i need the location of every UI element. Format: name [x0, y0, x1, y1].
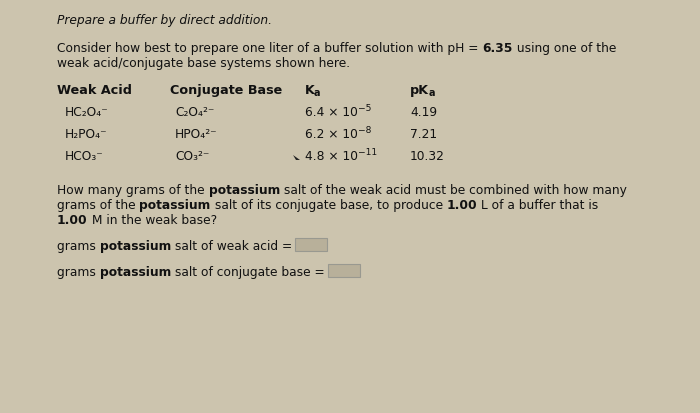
Text: potassium: potassium: [99, 240, 171, 252]
Text: salt of its conjugate base, to produce: salt of its conjugate base, to produce: [211, 199, 447, 211]
Text: Weak Acid: Weak Acid: [57, 84, 132, 97]
Text: a: a: [429, 88, 435, 98]
Text: 6.2 × 10: 6.2 × 10: [305, 128, 358, 141]
Text: HC₂O₄⁻: HC₂O₄⁻: [65, 106, 108, 119]
Text: 6.4 × 10: 6.4 × 10: [305, 106, 358, 119]
Text: weak acid/conjugate base systems shown here.: weak acid/conjugate base systems shown h…: [57, 57, 350, 70]
Text: K: K: [305, 84, 315, 97]
Text: −8: −8: [358, 126, 371, 135]
FancyBboxPatch shape: [295, 238, 327, 252]
Text: 1.00: 1.00: [57, 214, 88, 226]
Text: CO₃²⁻: CO₃²⁻: [175, 150, 209, 163]
Text: −11: −11: [358, 147, 377, 157]
Text: M in the weak base?: M in the weak base?: [88, 214, 217, 226]
Text: −5: −5: [358, 104, 371, 113]
Text: a: a: [314, 88, 321, 98]
FancyBboxPatch shape: [328, 264, 360, 277]
Text: L of a buffer that is: L of a buffer that is: [477, 199, 598, 211]
Text: Conjugate Base: Conjugate Base: [170, 84, 282, 97]
Text: potassium: potassium: [139, 199, 211, 211]
Text: grams: grams: [57, 266, 99, 278]
Text: potassium: potassium: [209, 183, 280, 197]
Text: 10.32: 10.32: [410, 150, 445, 163]
Text: C₂O₄²⁻: C₂O₄²⁻: [175, 106, 214, 119]
Text: 4.8 × 10: 4.8 × 10: [305, 150, 358, 163]
Text: 1.00: 1.00: [447, 199, 477, 211]
Text: salt of the weak acid must be combined with how many: salt of the weak acid must be combined w…: [280, 183, 626, 197]
Text: potassium: potassium: [99, 266, 171, 278]
Text: grams of the: grams of the: [57, 199, 139, 211]
Text: How many grams of the: How many grams of the: [57, 183, 209, 197]
Text: using one of the: using one of the: [512, 42, 616, 55]
Text: 6.35: 6.35: [482, 42, 512, 55]
Text: salt of conjugate base =: salt of conjugate base =: [171, 266, 325, 278]
Text: Consider how best to prepare one liter of a buffer solution with pH =: Consider how best to prepare one liter o…: [57, 42, 482, 55]
Text: pK: pK: [410, 84, 429, 97]
Polygon shape: [293, 156, 300, 161]
Text: H₂PO₄⁻: H₂PO₄⁻: [65, 128, 108, 141]
Text: salt of weak acid =: salt of weak acid =: [171, 240, 292, 252]
Text: grams: grams: [57, 240, 99, 252]
Text: 4.19: 4.19: [410, 106, 437, 119]
Text: Prepare a buffer by direct addition.: Prepare a buffer by direct addition.: [57, 14, 272, 27]
Text: HPO₄²⁻: HPO₄²⁻: [175, 128, 218, 141]
Text: HCO₃⁻: HCO₃⁻: [65, 150, 104, 163]
Text: 7.21: 7.21: [410, 128, 437, 141]
